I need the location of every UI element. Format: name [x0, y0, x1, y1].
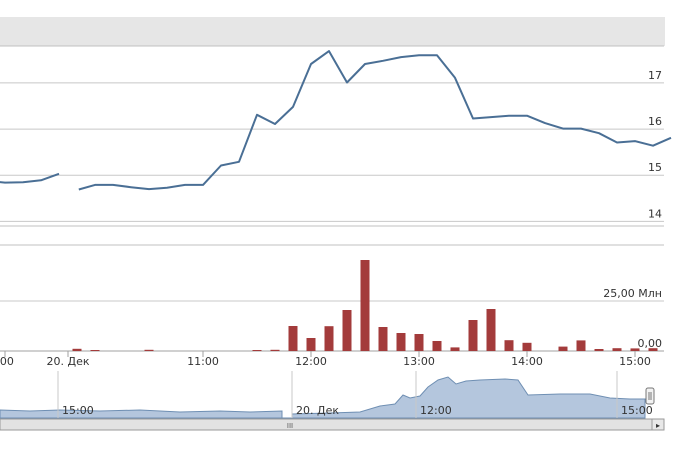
price-axis: 14 15 16 17: [648, 69, 662, 220]
volume-bar: [522, 342, 532, 351]
volume-bar: [504, 340, 514, 351]
x-tick-label: 15:00: [619, 355, 651, 368]
volume-bar: [468, 320, 478, 351]
volume-bar: [630, 348, 640, 351]
volume-bar: [612, 348, 622, 351]
price-line: [0, 172, 60, 184]
navigator-label: 15:00: [62, 404, 94, 417]
scrollbar-thumb[interactable]: [0, 418, 653, 431]
x-tick-label: :00: [0, 355, 14, 368]
price-line: [78, 50, 672, 191]
volume-bar: [144, 349, 154, 351]
scroll-right-button[interactable]: [651, 418, 665, 431]
price-series: [0, 50, 672, 191]
volume-bar: [72, 348, 82, 351]
x-tick-label: 11:00: [187, 355, 219, 368]
volume-bar: [648, 348, 658, 351]
volume-bar: [396, 333, 406, 351]
scrollbar-grip: III: [287, 422, 293, 430]
x-tick-label: 12:00: [295, 355, 327, 368]
volume-bar: [360, 260, 370, 351]
volume-tick-label: 25,00 Млн: [603, 287, 662, 300]
price-tick-label: 16: [648, 115, 662, 128]
volume-pane: 0,00 25,00 Млн :00 20. Дек 11:00 12:00 13:00 1…: [0, 244, 664, 368]
volume-bar: [576, 340, 586, 351]
scrollbar[interactable]: III ▸: [0, 418, 665, 431]
volume-bar: [594, 349, 604, 351]
volume-bar: [270, 349, 280, 351]
scroll-right-arrow-icon: ▸: [656, 421, 660, 430]
price-tick-label: 14: [648, 207, 662, 220]
volume-bar: [90, 350, 100, 351]
volume-bar: [450, 347, 460, 351]
navigator-handle-right[interactable]: [645, 387, 655, 405]
navigator-area: [0, 376, 646, 419]
volume-tick-label: 0,00: [638, 337, 663, 350]
volume-bar: [306, 338, 316, 351]
volume-bar: [432, 341, 442, 351]
navigator-label: 20. Дек: [296, 404, 339, 417]
volume-bar: [324, 326, 334, 351]
navigator-label: 15:00: [621, 404, 653, 417]
x-tick-label: 13:00: [403, 355, 435, 368]
navigator-label: 12:00: [420, 404, 452, 417]
volume-bar: [558, 346, 568, 351]
price-pane: 14 15 16 17: [0, 45, 672, 227]
range-selector-bar[interactable]: [0, 17, 665, 46]
price-grid: [0, 82, 664, 222]
x-tick-label: 20. Дек: [47, 355, 90, 368]
volume-bar: [414, 334, 424, 351]
x-tick-label: 14:00: [511, 355, 543, 368]
volume-bar: [486, 309, 496, 351]
volume-bar: [288, 326, 298, 351]
x-axis: :00 20. Дек 11:00 12:00 13:00 14:00 15:00: [0, 351, 651, 368]
volume-bar: [342, 310, 352, 351]
volume-bars: [72, 260, 658, 351]
price-tick-label: 15: [648, 161, 662, 174]
navigator[interactable]: 15:00 20. Дек 12:00 15:00: [0, 371, 664, 419]
volume-bar: [378, 327, 388, 351]
price-tick-label: 17: [648, 69, 662, 82]
volume-axis: 0,00 25,00 Млн: [603, 287, 662, 350]
volume-bar: [252, 350, 262, 351]
